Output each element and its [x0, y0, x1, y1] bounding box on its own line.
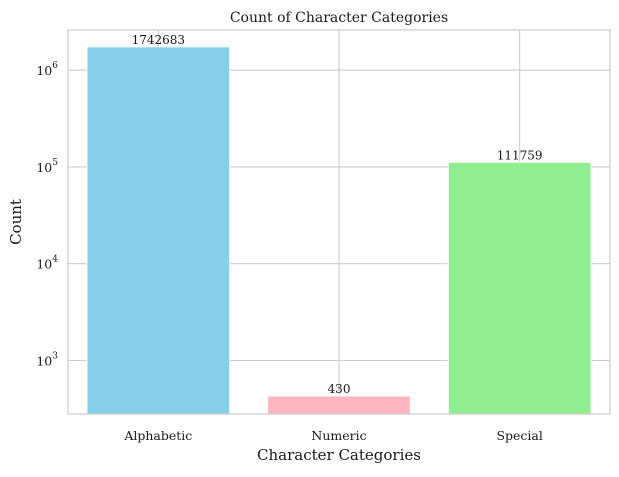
labels-layer: 103 104 105 106 1742683 Alphabetic 430 Numeric 1… [36, 33, 543, 443]
bar [86, 46, 231, 415]
x-tick-label: Numeric [311, 428, 366, 443]
x-axis-label: Character Categories [257, 446, 421, 464]
y-tick-label: 105 [36, 158, 58, 175]
y-tick-label: 103 [36, 351, 58, 368]
plot-frame [67, 29, 611, 415]
bar [447, 161, 592, 415]
chart-title: Count of Character Categories [230, 10, 448, 26]
bar-value-label: 430 [328, 382, 351, 396]
y-tick-label: 104 [36, 255, 58, 272]
bar-value-label: 111759 [497, 148, 543, 162]
x-tick-label: Alphabetic [123, 428, 192, 443]
y-axis-label: Count [7, 199, 25, 245]
bar-value-label: 1742683 [132, 33, 185, 47]
x-tick-label: Special [496, 428, 542, 443]
bar [267, 395, 411, 415]
y-tick-label: 106 [36, 61, 58, 78]
